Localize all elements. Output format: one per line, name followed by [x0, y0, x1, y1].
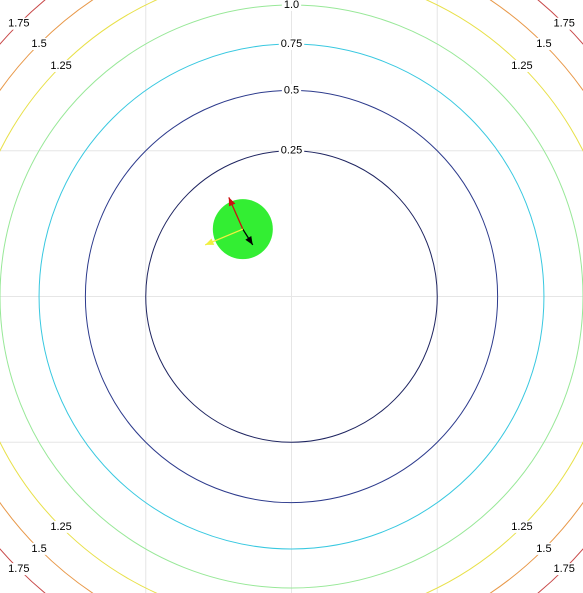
- arrow-head: [245, 236, 253, 245]
- label-bg: [278, 37, 305, 50]
- label-bg: [48, 520, 74, 533]
- arrow-head: [205, 238, 215, 245]
- contour-label: 1.25: [511, 60, 532, 72]
- vector-arrow: [228, 197, 244, 230]
- label-bg: [551, 563, 577, 576]
- label-bg: [281, 84, 302, 97]
- label-bg: [29, 37, 49, 50]
- contour-label: 1.0: [284, 0, 299, 11]
- contour-label: 0.5: [284, 84, 299, 96]
- contour-label: 1.5: [536, 543, 551, 555]
- contour-label: 1.5: [536, 38, 551, 50]
- label-bg: [48, 59, 74, 72]
- vector-arrow: [204, 228, 244, 246]
- contour-label: 1.25: [50, 60, 71, 72]
- contour-label: 1.75: [553, 563, 574, 575]
- arrow-head: [228, 197, 236, 207]
- contour-label: 1.75: [553, 18, 574, 30]
- label-bg: [278, 144, 305, 157]
- vector-arrow: [242, 228, 254, 246]
- contour-label: 1.75: [8, 18, 29, 30]
- label-bg: [509, 59, 535, 72]
- label-bg: [6, 563, 32, 576]
- label-bg: [534, 37, 554, 50]
- contour-label: 1.25: [50, 521, 71, 533]
- contour-label: 1.75: [8, 563, 29, 575]
- contour-label: 0.75: [281, 38, 302, 50]
- label-bg: [509, 520, 535, 533]
- label-bg: [29, 542, 49, 555]
- label-bg: [281, 0, 302, 11]
- contour-label: 1.5: [31, 543, 46, 555]
- label-bg: [6, 17, 32, 30]
- label-bg: [534, 542, 554, 555]
- contour-label: 1.25: [511, 521, 532, 533]
- label-bg: [551, 17, 577, 30]
- contour-label: 1.5: [31, 38, 46, 50]
- contour-label: 0.25: [281, 145, 302, 157]
